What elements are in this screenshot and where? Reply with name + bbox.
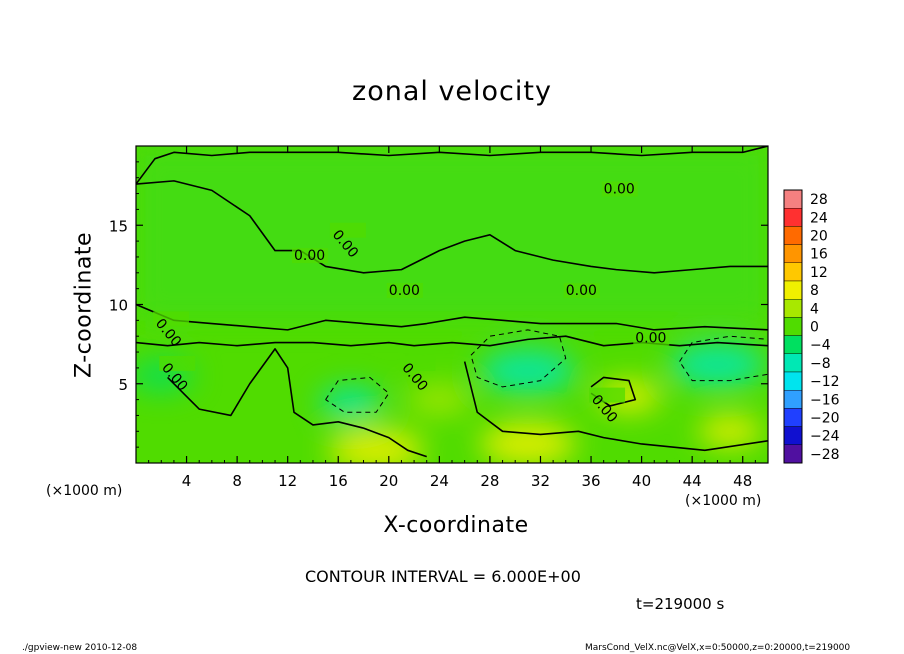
colorbar-swatch-11 [783, 390, 803, 409]
colorbar-label-1: 24 [810, 210, 828, 226]
y-tick-label-1: 10 [109, 297, 128, 315]
field-layer [136, 146, 768, 463]
colorbar-label-8: −4 [810, 338, 831, 354]
contour-label-2: 0.00 [389, 283, 420, 299]
colorbar-label-2: 20 [810, 229, 828, 245]
contour-line-neg1 [470, 329, 567, 388]
colorbar-swatch-8 [783, 335, 803, 355]
x-tick-label-2: 12 [278, 472, 297, 490]
contour-label-layer: 0.000.000.00 0.000.000.000.000.000.000.00 [152, 181, 670, 426]
field-region-8 [407, 383, 472, 416]
colorbar-label-3: 16 [810, 247, 828, 263]
colorbar-label-7: 0 [810, 320, 819, 336]
footer-data-source: MarsCond_VelX.nc@VelX,x=0:50000,z=0:2000… [585, 643, 851, 653]
field-region-2 [318, 386, 383, 419]
contour-line-low1 [167, 348, 427, 458]
contour-label-bg-7 [589, 387, 626, 403]
colorbar-label-9: −8 [810, 356, 831, 372]
contour-label-bg-6 [399, 355, 436, 371]
colorbar-swatch-7 [783, 317, 803, 336]
x-tick-label-0: 4 [182, 472, 192, 490]
y-tick-label-0: 5 [118, 376, 128, 394]
x-tick-label-1: 8 [232, 472, 242, 490]
field-region-0 [479, 349, 576, 394]
colorbar-label-11: −16 [810, 392, 840, 408]
contour-line-mid [136, 303, 768, 331]
x-axis-label: X-coordinate [383, 513, 529, 538]
contour-line-pos1 [590, 376, 637, 407]
colorbar-swatch-10 [783, 371, 803, 391]
x-tick-label-7: 32 [531, 472, 550, 490]
colorbar-swatch-9 [783, 353, 803, 373]
contour-label-1: 0.00 [294, 248, 325, 264]
x-tick-label-5: 24 [430, 472, 449, 490]
colorbar-label-13: −24 [810, 429, 840, 445]
contour-interval-label: CONTOUR INTERVAL = 6.000E+00 [305, 567, 581, 586]
field-region-4 [479, 421, 576, 463]
field-shading [136, 146, 768, 463]
contour-label-bg-9 [152, 311, 189, 327]
x-unit-label-right: (×1000 m) [685, 493, 762, 509]
x-tick-label-10: 44 [683, 472, 702, 490]
contour-layer [136, 146, 768, 458]
colorbar-swatch-0 [783, 189, 803, 209]
time-label: t=219000 s [636, 595, 725, 613]
plot-area: 0.000.000.00 0.000.000.000.000.000.000.00 [135, 145, 769, 464]
colorbar-swatch-6 [783, 299, 803, 318]
contour-label-bg-3 [563, 282, 600, 298]
x-tick-label-9: 40 [632, 472, 651, 490]
chart-title: zonal velocity [352, 76, 552, 107]
field-region-1 [669, 342, 766, 387]
colorbar-label-10: −12 [810, 374, 840, 390]
x-tick-label-8: 36 [581, 472, 600, 490]
x-tick-label-6: 28 [480, 472, 499, 490]
colorbar-swatch-1 [783, 207, 803, 227]
contour-label-bg-5 [633, 330, 670, 346]
contour-label-bg-2 [386, 282, 423, 298]
colorbar-label-6: 4 [810, 301, 819, 317]
contour-line-top [136, 146, 768, 185]
y-tick-label-2: 15 [109, 217, 128, 235]
x-tick-label-4: 20 [379, 472, 398, 490]
colorbar-swatch-3 [783, 244, 803, 264]
contour-line-neg2 [679, 335, 768, 382]
x-unit-label-left: (×1000 m) [46, 483, 123, 499]
colorbar-label-4: 12 [810, 265, 828, 281]
x-tick-label-11: 48 [733, 472, 752, 490]
contour-label-0: 0.00 [604, 182, 635, 198]
colorbar-frame [783, 189, 803, 464]
colorbar-label-5: 8 [810, 283, 819, 299]
contour-line-low2 [463, 361, 768, 452]
colorbar: 28 24 20 16 12 8 4 0 −4 −8 −12 −16 −20 −24 −28 [783, 189, 840, 464]
colorbar-label-14: −28 [810, 447, 840, 463]
contour-label-3: 0.00 [566, 283, 597, 299]
field-region-5 [328, 428, 425, 463]
contour-line-upper [136, 180, 768, 274]
colorbar-swatch-2 [783, 226, 803, 245]
contour-line-neg3 [325, 376, 390, 413]
x-tick-label-3: 16 [329, 472, 348, 490]
colorbar-swatch-12 [783, 408, 803, 427]
upper-band [136, 146, 768, 321]
colorbar-label-0: 28 [810, 192, 828, 208]
colorbar-swatch-14 [783, 444, 803, 464]
contour-label-bg-1 [292, 248, 328, 264]
colorbar-swatch-4 [783, 262, 803, 282]
contour-label-bg-4 [329, 222, 366, 238]
colorbar-label-12: −20 [810, 411, 840, 427]
contour-label-bg-8 [159, 355, 196, 371]
contour-label-bg-0 [601, 181, 638, 197]
footer-program-date: ./gpview-new 2010-12-08 [22, 643, 138, 653]
colorbar-swatch-5 [783, 280, 803, 300]
field-region-7 [698, 415, 763, 448]
colorbar-swatch-13 [783, 426, 803, 446]
contour-label-5: 0.00 [635, 331, 666, 347]
